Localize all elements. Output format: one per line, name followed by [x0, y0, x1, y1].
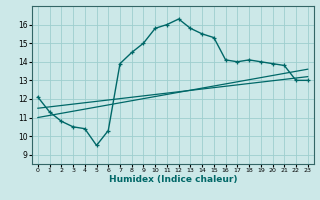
- X-axis label: Humidex (Indice chaleur): Humidex (Indice chaleur): [108, 175, 237, 184]
